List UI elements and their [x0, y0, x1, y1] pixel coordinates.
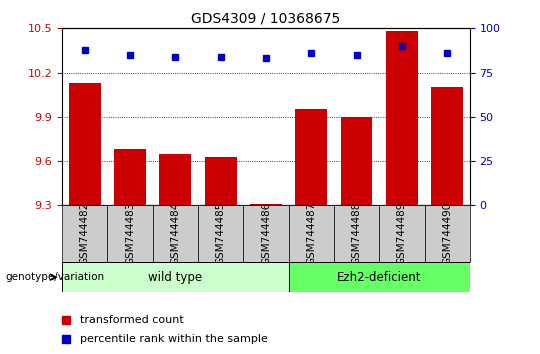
Bar — [295, 109, 327, 205]
Bar — [431, 87, 463, 205]
Bar — [424, 205, 470, 262]
Bar — [288, 262, 470, 292]
Text: GSM744490: GSM744490 — [442, 202, 452, 265]
Bar — [62, 205, 107, 262]
Bar — [386, 31, 418, 205]
Bar — [114, 149, 146, 205]
Bar — [153, 205, 198, 262]
Text: wild type: wild type — [148, 270, 202, 284]
Text: genotype/variation: genotype/variation — [5, 272, 105, 282]
Title: GDS4309 / 10368675: GDS4309 / 10368675 — [191, 12, 341, 26]
Text: GSM744488: GSM744488 — [352, 202, 362, 266]
Bar — [341, 117, 373, 205]
Bar — [334, 205, 379, 262]
Bar — [159, 154, 191, 205]
Text: Ezh2-deficient: Ezh2-deficient — [337, 270, 421, 284]
Text: GSM744484: GSM744484 — [170, 202, 180, 266]
Bar — [198, 205, 244, 262]
Text: GSM744485: GSM744485 — [215, 202, 226, 266]
Bar — [205, 156, 237, 205]
Bar — [244, 205, 288, 262]
Text: GSM744483: GSM744483 — [125, 202, 135, 266]
Text: GSM744489: GSM744489 — [397, 202, 407, 266]
Bar — [62, 262, 288, 292]
Bar — [69, 83, 100, 205]
Bar — [288, 205, 334, 262]
Text: GSM744486: GSM744486 — [261, 202, 271, 266]
Bar — [107, 205, 153, 262]
Bar — [379, 205, 424, 262]
Text: GSM744487: GSM744487 — [306, 202, 316, 266]
Text: transformed count: transformed count — [80, 315, 184, 325]
Text: GSM744482: GSM744482 — [80, 202, 90, 266]
Bar — [250, 204, 282, 205]
Text: percentile rank within the sample: percentile rank within the sample — [80, 333, 268, 344]
